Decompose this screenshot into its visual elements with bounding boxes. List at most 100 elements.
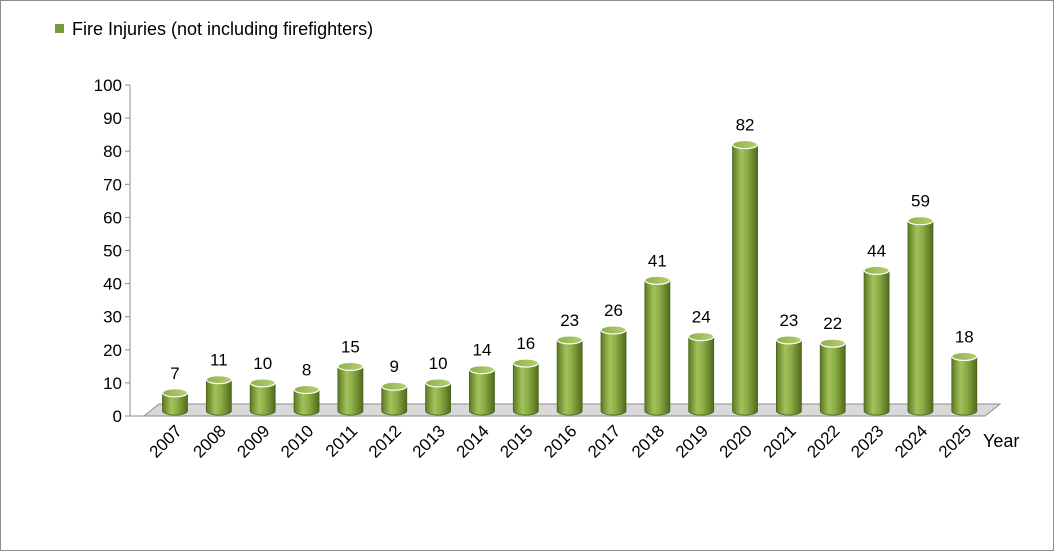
x-tick-label: 2024 xyxy=(891,421,931,461)
bar-body xyxy=(907,220,934,416)
x-tick-label: 2025 xyxy=(935,421,975,461)
data-label: 59 xyxy=(911,192,930,211)
x-tick-label: 2008 xyxy=(189,421,229,461)
data-label: 16 xyxy=(516,334,535,353)
y-tick-label: 90 xyxy=(103,109,122,128)
bar-body xyxy=(293,389,320,416)
bar-2022: 22 xyxy=(819,314,846,416)
x-tick-label: 2015 xyxy=(496,421,536,461)
data-label: 9 xyxy=(390,357,399,376)
bar-2014: 14 xyxy=(468,341,496,416)
data-label: 82 xyxy=(736,116,755,135)
x-tick-label: 2020 xyxy=(716,421,756,461)
bar-2011: 15 xyxy=(337,337,364,416)
bar-2012: 9 xyxy=(381,357,408,416)
data-label: 24 xyxy=(692,308,711,327)
x-axis-labels: 2007 2008 2009 2010 2011 2012 2013 2014 2015 2016… xyxy=(146,421,975,461)
data-label: 7 xyxy=(170,364,179,383)
bar-2021: 23 xyxy=(775,311,803,416)
bar-2016: 23 xyxy=(556,311,583,416)
data-label: 10 xyxy=(429,354,448,373)
data-label: 26 xyxy=(604,301,623,320)
bar-2019: 24 xyxy=(688,308,715,416)
y-tick-label: 80 xyxy=(103,142,122,161)
bar-cap xyxy=(205,374,232,385)
bar-2025: 18 xyxy=(951,327,978,416)
x-tick-label: 2009 xyxy=(233,421,273,461)
x-tick-label: 2007 xyxy=(146,421,186,461)
bar-body xyxy=(688,336,715,416)
data-label: 15 xyxy=(341,337,360,356)
x-tick-label: 2014 xyxy=(453,421,493,461)
bar-cap xyxy=(337,361,364,371)
x-tick-label: 2022 xyxy=(803,421,843,461)
bar-2007: 7 xyxy=(161,364,189,416)
bar-2023: 44 xyxy=(863,241,890,416)
y-tick-label: 30 xyxy=(103,308,122,327)
bar-body xyxy=(600,329,627,416)
x-tick-label: 2011 xyxy=(322,421,361,460)
y-tick-label: 50 xyxy=(103,242,122,261)
bar-2009: 10 xyxy=(249,354,276,416)
bar-body xyxy=(162,392,188,416)
bar-body xyxy=(644,279,671,416)
bar-cap xyxy=(381,381,408,391)
y-axis: 0 10 20 30 40 50 60 70 80 90 100 xyxy=(94,76,144,426)
data-label: 8 xyxy=(302,361,311,380)
data-label: 41 xyxy=(648,251,667,270)
bar-cap xyxy=(468,365,496,375)
bar-cap xyxy=(425,378,452,388)
bar-body xyxy=(469,369,495,416)
y-tick-label: 0 xyxy=(113,407,122,426)
bar-cap xyxy=(161,388,189,398)
data-label: 11 xyxy=(210,351,228,370)
bars: 7 11 10 8 15 9 10 14 16 23 26 41 24 82 23 22 44 59 18 xyxy=(161,116,978,416)
x-tick-label: 2019 xyxy=(672,421,712,461)
y-tick-label: 40 xyxy=(103,275,122,294)
bar-body xyxy=(732,144,758,416)
bar-cap xyxy=(249,378,276,388)
data-label: 23 xyxy=(779,311,798,330)
bar-cap xyxy=(688,331,715,342)
y-tick-label: 60 xyxy=(103,208,122,227)
bar-body xyxy=(337,365,364,416)
bar-2024: 59 xyxy=(907,192,934,416)
bar-cap xyxy=(819,338,846,348)
bar-cap xyxy=(731,139,759,150)
bar-cap xyxy=(644,275,671,285)
bar-body xyxy=(249,382,276,416)
bar-body xyxy=(863,269,890,416)
data-label: 18 xyxy=(955,327,974,346)
data-label: 44 xyxy=(867,241,886,260)
data-label: 23 xyxy=(560,311,579,330)
bar-body xyxy=(425,382,451,416)
bar-body xyxy=(512,362,539,416)
bar-cap xyxy=(775,335,803,345)
x-axis-title: Year xyxy=(983,431,1019,451)
data-label: 14 xyxy=(472,341,491,360)
bar-2010: 8 xyxy=(293,361,320,416)
bar-cap xyxy=(951,351,978,362)
bar-2015: 16 xyxy=(512,334,539,416)
y-tick-label: 20 xyxy=(103,341,122,360)
legend-swatch xyxy=(55,24,64,33)
bar-body xyxy=(381,385,408,416)
x-tick-label: 2016 xyxy=(540,421,580,461)
bar-body xyxy=(951,356,978,416)
bar-cap xyxy=(512,358,539,368)
bar-2013: 10 xyxy=(425,354,452,416)
bar-body xyxy=(556,339,583,416)
legend-label: Fire Injuries (not including firefighter… xyxy=(72,19,373,39)
y-tick-label: 10 xyxy=(103,374,122,393)
x-tick-label: 2018 xyxy=(628,421,668,461)
x-tick-label: 2010 xyxy=(277,421,317,461)
bar-body xyxy=(819,342,846,416)
x-tick-label: 2012 xyxy=(365,421,405,461)
x-tick-label: 2017 xyxy=(584,421,624,461)
x-tick-label: 2023 xyxy=(847,421,887,461)
bar-cap xyxy=(863,265,890,275)
bar-cap xyxy=(556,335,583,345)
bar-cap xyxy=(600,325,627,335)
bar-2008: 11 xyxy=(205,351,232,416)
